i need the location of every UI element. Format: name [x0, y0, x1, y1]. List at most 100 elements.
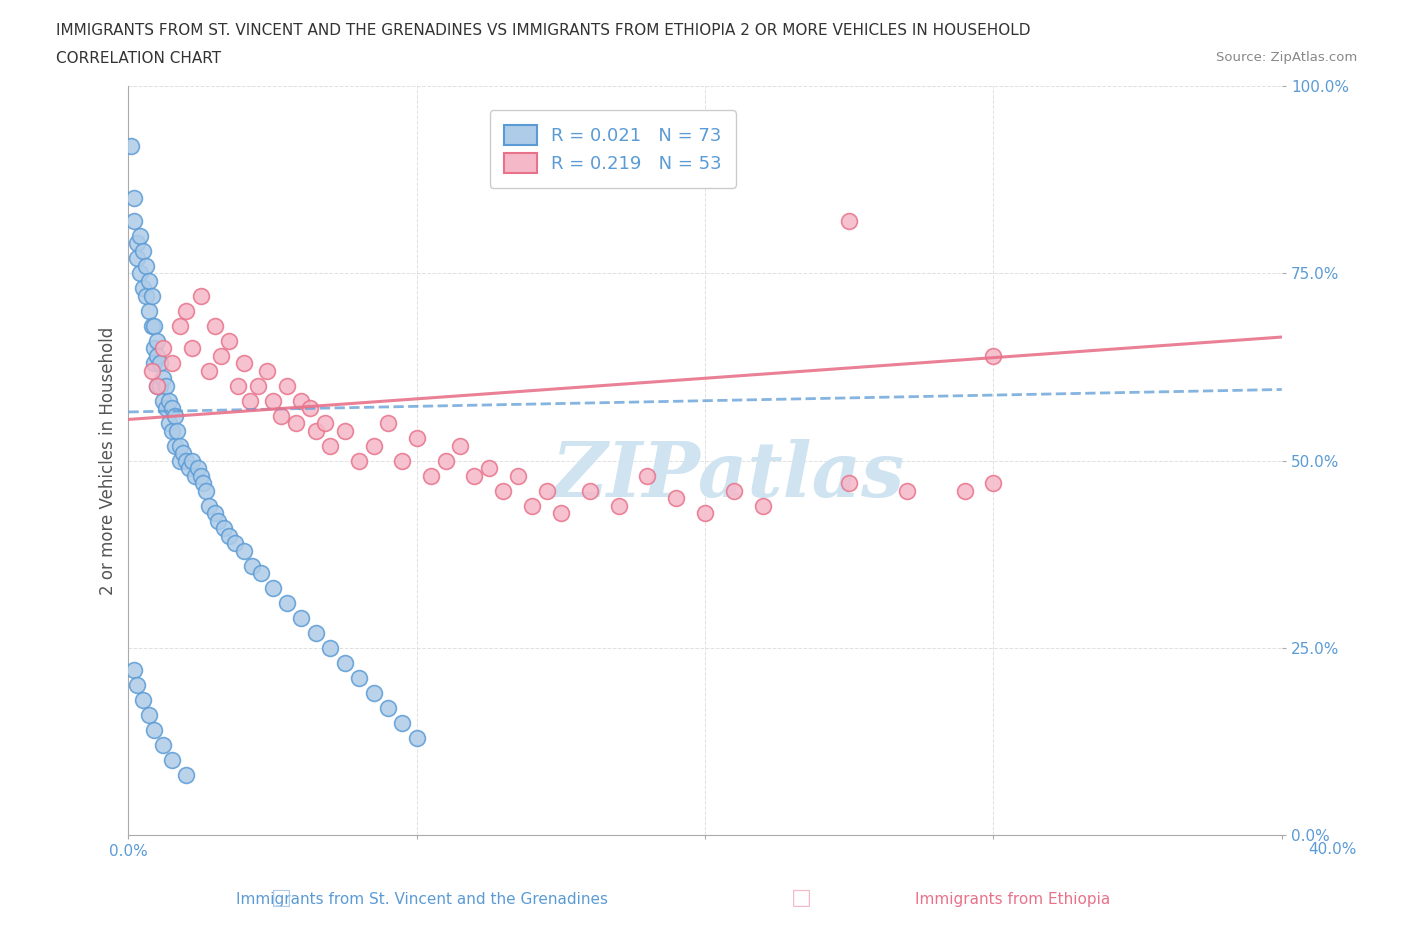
Point	[204, 506, 226, 521]
Point	[405, 431, 427, 445]
Point	[262, 580, 284, 595]
Point	[160, 423, 183, 438]
Point	[146, 333, 169, 348]
Point	[163, 408, 186, 423]
Point	[239, 393, 262, 408]
Text: CORRELATION CHART: CORRELATION CHART	[56, 51, 221, 66]
Point	[723, 484, 745, 498]
Point	[174, 768, 197, 783]
Point	[218, 528, 240, 543]
Point	[169, 318, 191, 333]
Point	[377, 416, 399, 431]
Point	[152, 393, 174, 408]
Point	[129, 229, 152, 244]
Point	[250, 565, 273, 580]
Point	[155, 379, 177, 393]
Point	[160, 401, 183, 416]
Point	[141, 288, 163, 303]
Point	[290, 610, 312, 625]
Point	[129, 266, 152, 281]
Y-axis label: 2 or more Vehicles in Household: 2 or more Vehicles in Household	[100, 326, 117, 595]
Point	[132, 693, 155, 708]
Point	[141, 364, 163, 379]
Point	[232, 356, 254, 371]
Point	[276, 595, 298, 610]
Point	[132, 244, 155, 259]
Point	[242, 558, 264, 573]
Point	[143, 340, 166, 355]
Point	[434, 453, 457, 468]
Point	[135, 259, 157, 273]
Point	[184, 468, 207, 483]
Point	[391, 715, 413, 730]
Point	[127, 251, 149, 266]
Point	[174, 303, 197, 318]
Point	[193, 475, 215, 490]
Point	[195, 484, 218, 498]
Point	[212, 521, 235, 536]
Point	[141, 318, 163, 333]
Point	[550, 506, 572, 521]
Point	[752, 498, 775, 513]
Point	[143, 723, 166, 737]
Point	[665, 491, 688, 506]
Point	[983, 475, 1005, 490]
Point	[160, 356, 183, 371]
Point	[169, 453, 191, 468]
Point	[695, 506, 717, 521]
Text: □: □	[271, 888, 291, 908]
Point	[838, 214, 860, 229]
Point	[198, 498, 221, 513]
Point	[347, 671, 370, 685]
Point	[363, 438, 385, 453]
Point	[127, 678, 149, 693]
Point	[224, 536, 246, 551]
Point	[122, 663, 145, 678]
Point	[305, 626, 328, 641]
Text: Immigrants from Ethiopia: Immigrants from Ethiopia	[915, 892, 1109, 907]
Point	[247, 379, 270, 393]
Point	[146, 349, 169, 364]
Point	[637, 468, 659, 483]
Text: □: □	[792, 888, 811, 908]
Point	[209, 349, 232, 364]
Point	[138, 708, 160, 723]
Point	[299, 401, 322, 416]
Point	[152, 340, 174, 355]
Point	[120, 139, 142, 153]
Point	[187, 460, 209, 475]
Point	[135, 288, 157, 303]
Point	[152, 737, 174, 752]
Text: IMMIGRANTS FROM ST. VINCENT AND THE GRENADINES VS IMMIGRANTS FROM ETHIOPIA 2 OR : IMMIGRANTS FROM ST. VINCENT AND THE GREN…	[56, 23, 1031, 38]
Point	[146, 379, 169, 393]
Point	[262, 393, 284, 408]
Point	[276, 379, 298, 393]
Point	[363, 685, 385, 700]
Point	[536, 484, 558, 498]
Point	[157, 416, 180, 431]
Point	[896, 484, 918, 498]
Point	[218, 333, 240, 348]
Legend: R = 0.021   N = 73, R = 0.219   N = 53: R = 0.021 N = 73, R = 0.219 N = 53	[489, 110, 737, 188]
Text: Source: ZipAtlas.com: Source: ZipAtlas.com	[1216, 51, 1357, 64]
Point	[319, 641, 342, 656]
Point	[578, 484, 600, 498]
Point	[122, 191, 145, 206]
Point	[405, 730, 427, 745]
Point	[138, 303, 160, 318]
Point	[520, 498, 543, 513]
Point	[314, 416, 336, 431]
Point	[152, 371, 174, 386]
Point	[122, 214, 145, 229]
Point	[256, 364, 278, 379]
Point	[172, 445, 194, 460]
Point	[492, 484, 515, 498]
Point	[132, 281, 155, 296]
Point	[166, 423, 188, 438]
Point	[377, 700, 399, 715]
Point	[226, 379, 249, 393]
Point	[391, 453, 413, 468]
Point	[232, 543, 254, 558]
Point	[478, 460, 501, 475]
Point	[333, 423, 356, 438]
